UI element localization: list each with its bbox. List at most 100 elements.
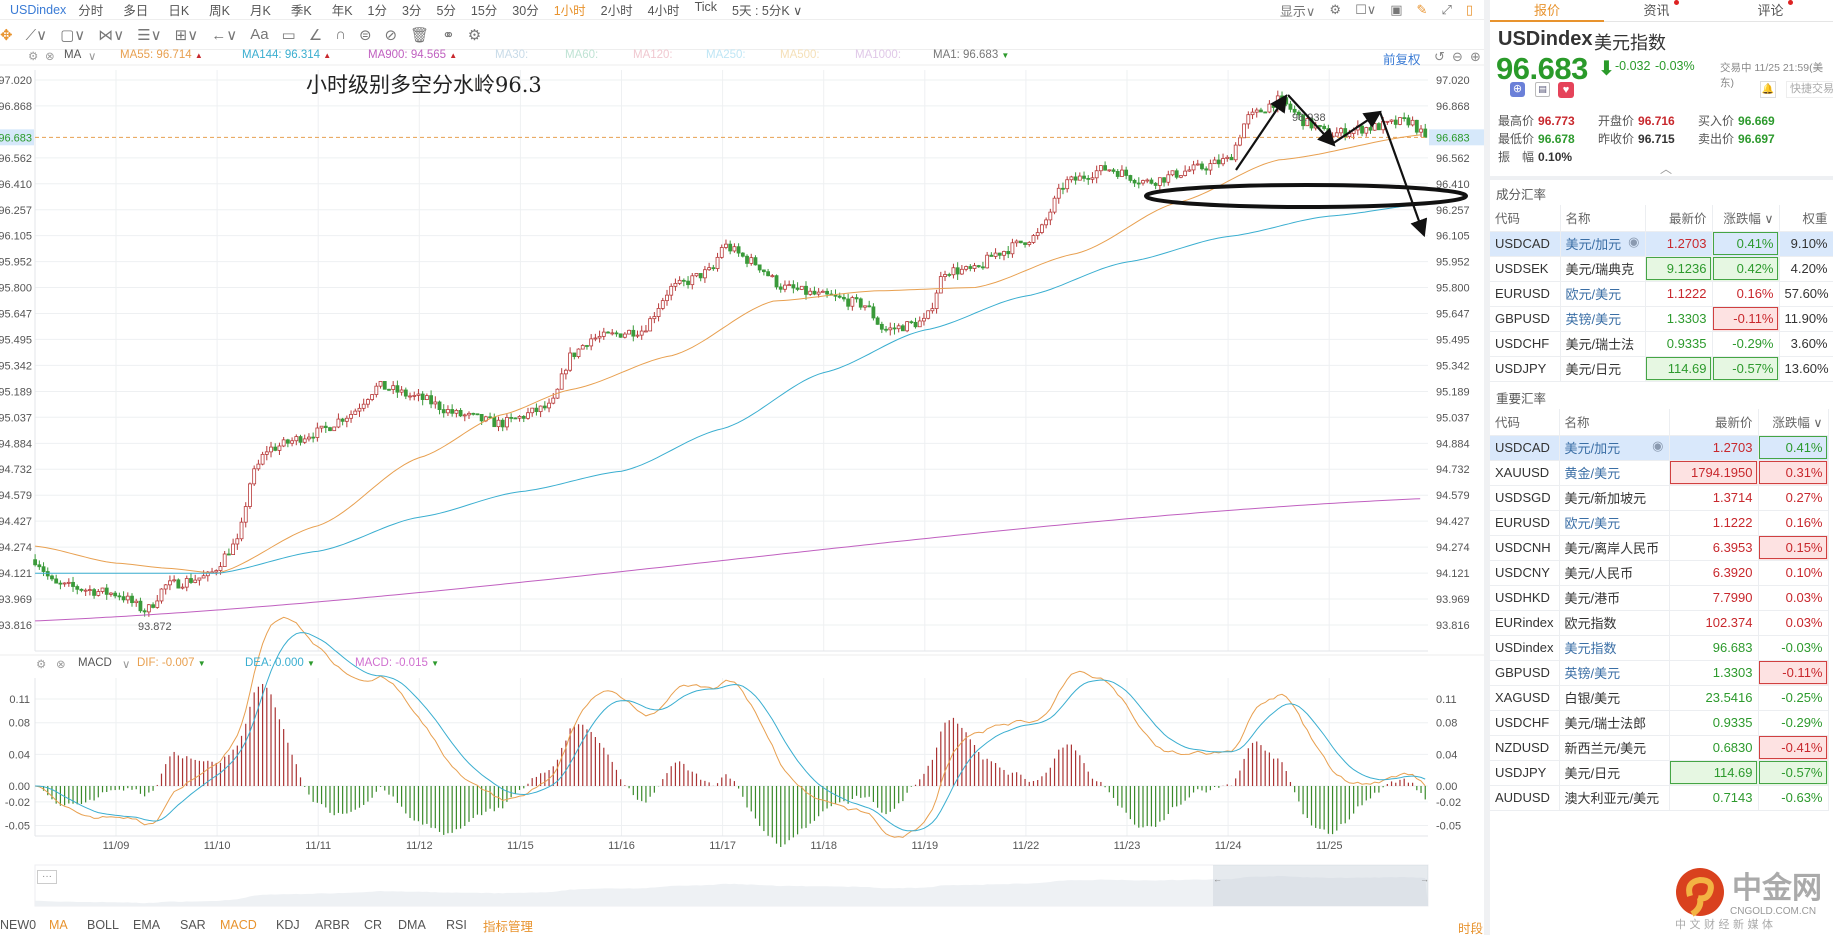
timeframe-13[interactable]: 2小时 [600, 4, 633, 18]
globe-icon[interactable]: ⊕ [1510, 82, 1525, 97]
timeframe-6[interactable]: 年K [331, 4, 353, 18]
rect-tool-icon[interactable]: ▢∨ [60, 26, 86, 44]
table-row[interactable]: GBPUSD 英镑/美元 1.3303 -0.11% [1490, 660, 1829, 686]
tab-comments[interactable]: 评论 [1718, 0, 1832, 22]
layout-icon[interactable]: ☐∨ [1355, 2, 1377, 17]
indicator-tab-macd[interactable]: MACD [220, 918, 257, 932]
column-header[interactable]: 名称 [1559, 409, 1670, 436]
arrow-tool-icon[interactable]: ←∨ [211, 26, 238, 44]
indicator-tab-ema[interactable]: EMA [133, 918, 161, 932]
table-row[interactable]: USDCNH 美元/离岸人民币 6.3953 0.15% [1490, 535, 1829, 561]
hide-icon[interactable]: ⊘ [384, 26, 398, 44]
reset-icon[interactable]: ↺ [1434, 49, 1445, 64]
watch-eye-icon[interactable]: ◉ [1628, 234, 1640, 249]
tab-quote[interactable]: 报价 [1490, 0, 1604, 22]
table-row[interactable]: XAGUSD 白银/美元 23.5416 -0.25% [1490, 685, 1829, 711]
name[interactable]: 英镑/美元 [1565, 312, 1622, 327]
toolbar-settings-icon[interactable]: ⚙ [467, 26, 482, 44]
indicator-tab-指标管理[interactable]: 指标管理 [483, 919, 534, 934]
table-row[interactable]: XAUUSD 黄金/美元 1794.1950 0.31% [1490, 460, 1829, 486]
indicator-tab-boll[interactable]: BOLL [87, 918, 119, 932]
channel-tool-icon[interactable]: ☰∨ [137, 26, 162, 44]
panel-toggle-icon[interactable]: ▯ [1465, 2, 1473, 17]
column-header[interactable]: 名称 [1560, 205, 1646, 232]
column-header[interactable]: 涨跌幅 ∨ [1758, 409, 1829, 436]
adjust-button[interactable]: 前复权 [1383, 53, 1421, 67]
indicator-tab-dma[interactable]: DMA [398, 918, 426, 932]
table-row[interactable]: USDHKD 美元/港币 7.7990 0.03% [1490, 585, 1829, 611]
name[interactable]: 美元/加元 [1565, 237, 1622, 252]
table-row[interactable]: USDCAD 美元/加元 ◉ 1.2703 0.41% [1490, 435, 1829, 461]
table-row[interactable]: USDJPY 美元/日元 114.69 -0.57% 13.60% [1490, 356, 1833, 382]
ma-selector[interactable]: MA [64, 49, 82, 61]
settings-icon[interactable]: ⚙ [1329, 2, 1342, 17]
timeframe-1[interactable]: 多日 [123, 4, 149, 18]
indicator-settings-icon[interactable]: ⚙ [28, 51, 39, 63]
table-row[interactable]: AUDUSD 澳大利亚元/美元 0.7143 -0.63% [1490, 785, 1829, 811]
timeframe-0[interactable]: 分时 [78, 4, 104, 18]
period-button[interactable]: 时段 [1458, 922, 1484, 936]
table-row[interactable]: EURindex 欧元指数 102.374 0.03% [1490, 610, 1829, 636]
delete-icon[interactable]: 🗑 [410, 26, 430, 44]
chevron-down-icon[interactable]: ∨ [122, 659, 131, 671]
macd-selector[interactable]: MACD [78, 657, 112, 669]
indicator-tab-ma[interactable]: MA [49, 918, 68, 932]
display-dropdown[interactable]: 显示∨ [1279, 3, 1316, 19]
timeframe-3[interactable]: 周K [209, 4, 230, 18]
document-icon[interactable]: ▤ [1535, 82, 1550, 97]
timeframe-15[interactable]: Tick [694, 0, 718, 14]
name[interactable]: 欧元/美元 [1564, 516, 1621, 531]
collapse-caret-icon[interactable]: ︿ [1660, 162, 1673, 176]
navigator-more-button[interactable]: ··· [37, 870, 57, 884]
timeframe-4[interactable]: 月K [250, 4, 271, 18]
tab-news[interactable]: 资讯 [1604, 0, 1718, 22]
quick-trade-button[interactable]: 快捷交易 [1786, 81, 1833, 98]
watch-eye-icon[interactable]: ◉ [1652, 438, 1664, 453]
indicator-tab-arbr[interactable]: ARBR [315, 918, 350, 932]
zoom-out-icon[interactable]: ⊖ [1452, 49, 1463, 64]
column-header[interactable]: 权重 [1779, 205, 1833, 232]
macd-close-icon[interactable]: ⊗ [56, 659, 66, 671]
indicator-tab-rsi[interactable]: RSI [446, 918, 467, 932]
name[interactable]: 黄金/美元 [1564, 466, 1621, 481]
alert-bell-icon[interactable]: 🔔 [1760, 81, 1776, 98]
name[interactable]: 美元/加元 [1564, 441, 1621, 456]
name[interactable]: 美元指数 [1564, 641, 1617, 656]
column-header[interactable]: 最新价 [1645, 205, 1713, 232]
column-header[interactable]: 最新价 [1669, 409, 1759, 436]
indicator-tab-sar[interactable]: SAR [180, 918, 206, 932]
timeframe-11[interactable]: 30分 [512, 4, 539, 18]
zoom-in-icon[interactable]: ⊕ [1470, 49, 1481, 64]
fullscreen-icon[interactable]: ⤢ [1441, 2, 1452, 17]
table-row[interactable]: GBPUSD 英镑/美元 1.3303 -0.11% 11.90% [1490, 306, 1833, 332]
indicator-tab-cr[interactable]: CR [364, 918, 383, 932]
favorite-heart-icon[interactable]: ♥ [1558, 82, 1574, 98]
timeframe-7[interactable]: 1分 [367, 4, 387, 18]
chevron-down-icon[interactable]: ∨ [88, 51, 97, 63]
table-row[interactable]: NZDUSD 新西兰元/美元 0.6830 -0.41% [1490, 735, 1829, 761]
timeframe-10[interactable]: 15分 [470, 4, 498, 18]
lock-icon[interactable]: ⊜ [358, 26, 372, 44]
comment-tool-icon[interactable]: ▭ [281, 26, 296, 44]
table-row[interactable]: EURUSD 欧元/美元 1.1222 0.16% 57.60% [1490, 281, 1833, 307]
table-row[interactable]: USDCHF 美元/瑞士法 0.9335 -0.29% 3.60% [1490, 331, 1833, 357]
camera-icon[interactable]: ▣ [1390, 2, 1403, 17]
measure-tool-icon[interactable]: ⊞∨ [174, 26, 199, 44]
table-row[interactable]: EURUSD 欧元/美元 1.1222 0.16% [1490, 510, 1829, 536]
table-row[interactable]: USDJPY 美元/日元 114.69 -0.57% [1490, 760, 1829, 786]
timeframe-16[interactable]: 5天 : 5分K ∨ [732, 4, 803, 18]
table-row[interactable]: USDSGD 美元/新加坡元 1.3714 0.27% [1490, 485, 1829, 511]
table-row[interactable]: USDCNY 美元/人民币 6.3920 0.10% [1490, 560, 1829, 586]
column-header[interactable]: 代码 [1490, 409, 1560, 436]
timeframe-5[interactable]: 季K [290, 4, 312, 18]
name[interactable]: 英镑/美元 [1564, 666, 1621, 681]
indicator-tab-kdj[interactable]: KDJ [276, 918, 300, 932]
fib-tool-icon[interactable]: ⋈∨ [98, 26, 125, 44]
table-row[interactable]: USDSEK 美元/瑞典克 9.1236 0.42% 4.20% [1490, 256, 1833, 282]
move-icon[interactable]: ✥ [0, 26, 13, 44]
pencil-icon[interactable]: ✎ [1416, 2, 1428, 17]
magnet-icon[interactable]: ∩ [335, 26, 346, 43]
chart-canvas[interactable]: 97.020 97.020 96.868 96.868 96.562 96.562 96.4… [0, 0, 1484, 935]
table-row[interactable]: USDCHF 美元/瑞士法郎 0.9335 -0.29% [1490, 710, 1829, 736]
timeframe-8[interactable]: 3分 [401, 4, 422, 18]
